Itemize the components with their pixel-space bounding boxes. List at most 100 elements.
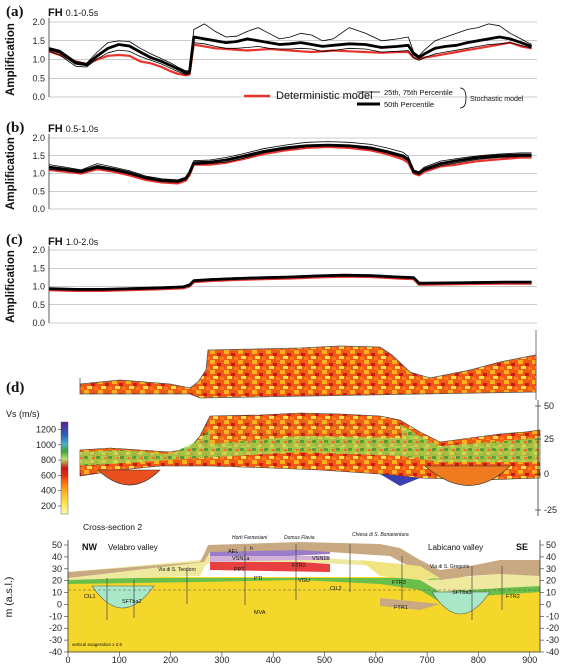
series-line-75th-percentile xyxy=(48,141,532,181)
panel-c: (c) FH 1.0-2.0s Amplification 0.0 0.5 1.0 1.5 2… xyxy=(5,232,537,328)
panel-title-range: 1.0-2.0s xyxy=(66,237,99,247)
cross-section: Cross-section 2 50403020100-10-20-30-405… xyxy=(3,522,559,665)
y-tick-label: 0.5 xyxy=(32,186,45,196)
unit-label: FTR2 xyxy=(292,563,306,569)
infill-velabro xyxy=(91,585,155,609)
colorbar xyxy=(60,421,69,515)
series-line-75th-percentile xyxy=(48,23,532,72)
panel-d: (d) Vs (m/s) 200 400 600 800 1000 1200 50 25 0 -… xyxy=(6,330,557,516)
series-line-deterministic xyxy=(48,145,532,185)
label-nw: NW xyxy=(82,542,97,552)
panel-label: (c) xyxy=(6,232,23,248)
cs-left-tick-label: 30 xyxy=(52,564,62,574)
layer-pti xyxy=(210,562,330,572)
cs-right-tick-label: 0 xyxy=(546,599,551,609)
panel-title-range: 0.5-1.0s xyxy=(66,124,99,134)
y-tick-label: 1.5 xyxy=(32,263,45,273)
cs-right-tick-label: 20 xyxy=(546,576,556,586)
vs-right-tick-label: -25 xyxy=(544,505,557,515)
y-tick-label: 0.0 xyxy=(32,204,45,214)
y-tick-label: 2.0 xyxy=(32,245,45,255)
cs-left-tick-label: 50 xyxy=(52,540,62,550)
y-axis-label: Amplification xyxy=(5,23,17,96)
colorbar-tick-label: 600 xyxy=(41,470,56,480)
cs-x-tick-label: 200 xyxy=(163,655,178,665)
panel-title: FH 1.0-2.0s xyxy=(48,236,99,248)
legend: Deterministic model 25th, 75th Percentil… xyxy=(244,87,524,109)
legend-group-label: Stochastic model xyxy=(470,96,524,103)
cs-x-tick-label: 400 xyxy=(266,655,281,665)
y-tick-label: 0.0 xyxy=(32,318,45,328)
cs-ticks: 50403020100-10-20-30-4050403020100-10-20… xyxy=(49,540,559,665)
label-se: SE xyxy=(516,542,528,552)
legend-brace xyxy=(459,87,467,109)
y-tick-label: 0.5 xyxy=(32,73,45,83)
colorbar-tick-label: 400 xyxy=(41,486,56,496)
cs-x-tick-label: 900 xyxy=(522,655,537,665)
unit-label: CIL2 xyxy=(330,586,342,592)
label-horti: Horti Farnesiani xyxy=(232,535,268,541)
unit-label: h xyxy=(250,546,253,552)
cross-section-title: Cross-section 2 xyxy=(83,522,142,532)
layer-ppt xyxy=(210,556,330,562)
cs-x-tick-label: 800 xyxy=(471,655,486,665)
cs-left-tick-label: -40 xyxy=(49,647,62,657)
vs-blue-patch xyxy=(380,474,420,486)
unit-label: FTR3 xyxy=(392,580,406,586)
y-tick-label: 0.0 xyxy=(32,92,45,102)
cs-right-tick-label: 10 xyxy=(546,588,556,598)
legend-p25-75-label: 25th, 75th Percentile xyxy=(384,88,453,97)
vs-right-tick-label: 50 xyxy=(544,401,554,411)
cs-left-tick-label: -30 xyxy=(49,635,62,645)
unit-label: MVA xyxy=(254,610,266,616)
y-tick-label: 1.0 xyxy=(32,55,45,65)
cs-x-tick-label: 300 xyxy=(214,655,229,665)
vs-right-ticks: 50 25 0 -25 xyxy=(535,401,557,515)
vs-velabro-infill xyxy=(97,469,161,486)
vs-green-layer xyxy=(80,420,540,466)
colorbar-label: Vs (m/s) xyxy=(6,409,40,419)
y-tick-label: 1.0 xyxy=(32,169,45,179)
colorbar-tick-label: 800 xyxy=(41,455,56,465)
panel-d-label: (d) xyxy=(6,380,24,396)
unit-label: FTR1 xyxy=(394,605,408,611)
unit-label: CIL1 xyxy=(84,594,96,600)
series-line-75th-percentile xyxy=(48,274,532,290)
cs-ylabel: m (a.s.l.) xyxy=(3,577,15,618)
cs-x-tick-label: 0 xyxy=(65,655,70,665)
panel-title-main: FH xyxy=(48,7,66,19)
y-axis-label: Amplification xyxy=(5,137,17,210)
cs-left-tick-label: 20 xyxy=(52,576,62,586)
vs-upper-section xyxy=(79,345,537,399)
cs-right-tick-label: -40 xyxy=(546,647,559,657)
y-tick-label: 1.0 xyxy=(32,282,45,292)
y-tick-label: 2.0 xyxy=(32,17,45,27)
cs-left-tick-label: -20 xyxy=(49,623,62,633)
layer-ftr3 xyxy=(360,560,440,580)
panel-title: FH 0.5-1.0s xyxy=(48,123,99,135)
label-teodoro: Via di S. Teodoro xyxy=(158,567,196,573)
colorbar-tick-label: 1200 xyxy=(36,425,56,435)
cs-left-tick-label: 0 xyxy=(57,599,62,609)
label-exag: vertical exageration x 2.6 xyxy=(72,642,123,647)
unit-label: FTR2 xyxy=(506,594,520,600)
label-labicano: Labicano valley xyxy=(428,543,483,552)
panel-label: (a) xyxy=(6,4,24,20)
cs-left-tick-label: 10 xyxy=(52,588,62,598)
series-line-50th-percentile xyxy=(48,35,533,74)
cs-right-tick-label: 30 xyxy=(546,564,556,574)
colorbar-ticks: 200 400 600 800 1000 1200 xyxy=(36,425,61,511)
panel-a: (a) FH 0.1-0.5s Amplification 0.0 0.5 1.0 1.5 2… xyxy=(5,4,537,102)
cs-right-tick-label: -30 xyxy=(546,635,559,645)
vs-right-tick-label: 0 xyxy=(544,469,549,479)
unit-label: VSN1a xyxy=(232,556,250,562)
vs-right-tick-label: 25 xyxy=(544,434,554,444)
cs-right-tick-label: -10 xyxy=(546,611,559,621)
label-gregorio: Via di S. Gregorio xyxy=(430,564,470,570)
unit-label: SFTba2 xyxy=(122,599,142,605)
y-tick-label: 0.5 xyxy=(32,300,45,310)
label-velabro: Velabro valley xyxy=(108,543,158,552)
series-line-50th-percentile xyxy=(48,143,532,183)
